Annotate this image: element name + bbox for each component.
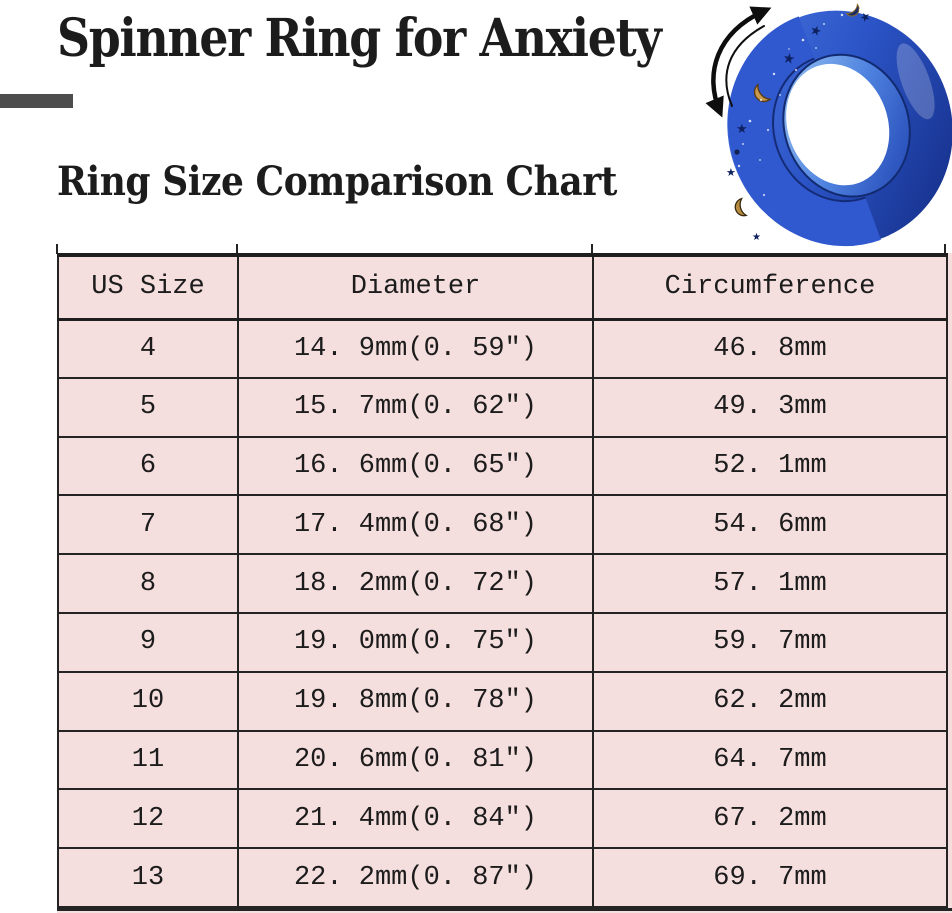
table-row: 10 19. 8mm(0. 78″) 62. 2mm [57,670,948,732]
ring-size-table: US Size Diameter Circumference 4 14. 9mm(… [57,253,948,908]
table-row: 6 16. 6mm(0. 65″) 52. 1mm [57,435,948,497]
table-row: 4 14. 9mm(0. 59″) 46. 8mm [57,318,948,379]
table-cell: 8 [57,553,239,614]
table-cell: 20. 6mm(0. 81″) [237,729,594,791]
table-cell: 21. 4mm(0. 84″) [237,788,594,850]
table-row: 11 20. 6mm(0. 81″) 64. 7mm [57,729,948,791]
svg-text:★: ★ [752,232,761,243]
grid-stub [944,244,946,254]
svg-text:★: ★ [726,166,736,179]
table-cell: 4 [57,318,239,379]
svg-text:★: ★ [736,122,748,137]
col-header-diameter: Diameter [237,253,594,321]
table-cell: 9 [57,611,239,673]
table-cell: 52. 1mm [592,435,948,497]
svg-text:★: ★ [808,23,824,41]
table-cell: 59. 7mm [592,611,948,673]
ring-body [727,9,952,247]
table-row: 13 22. 2mm(0. 87″) 69. 7mm [57,847,948,908]
grid-stub [236,244,238,254]
grid-stub [591,244,593,254]
table-cell: 64. 7mm [592,729,948,791]
table-cell: 49. 3mm [592,376,948,438]
table-cell: 19. 0mm(0. 75″) [237,611,594,673]
table-cell: 15. 7mm(0. 62″) [237,376,594,438]
table-cell: 6 [57,435,239,497]
table-row: 9 19. 0mm(0. 75″) 59. 7mm [57,611,948,673]
svg-text:★: ★ [857,8,873,25]
col-header-us-size: US Size [57,253,239,321]
table-cell: 19. 8mm(0. 78″) [237,670,594,732]
grid-stub [56,244,58,254]
col-header-circumference: Circumference [592,253,948,321]
table-cell: 54. 6mm [592,494,948,556]
table-cell: 11 [57,729,239,791]
table-cell: 13 [57,847,239,908]
table-cell: 67. 2mm [592,788,948,850]
chart-subtitle: Ring Size Comparison Chart [57,158,617,205]
table-row: 12 21. 4mm(0. 84″) 67. 2mm [57,788,948,850]
table-cell: 14. 9mm(0. 59″) [237,318,594,379]
table-row: 7 17. 4mm(0. 68″) 54. 6mm [57,494,948,556]
table-cell: 18. 2mm(0. 72″) [237,553,594,614]
moon-star-cutouts: ★ ★ ★ ★ ★ ★ [726,4,873,243]
table-cell: 16. 6mm(0. 65″) [237,435,594,497]
rotation-arrow-icon [705,6,772,118]
table-cell: 46. 8mm [592,318,948,379]
table-cell: 17. 4mm(0. 68″) [237,494,594,556]
spinner-ring-image: ★ ★ ★ ★ ★ ★ [705,4,952,249]
table-cell: 62. 2mm [592,670,948,732]
page-title: Spinner Ring for Anxiety [57,8,662,69]
table-cell: 22. 2mm(0. 87″) [237,847,594,908]
svg-text:★: ★ [781,50,796,68]
table-cell: 7 [57,494,239,556]
cropped-gridline [57,908,952,911]
table-header-row: US Size Diameter Circumference [57,253,948,321]
table-cell: 10 [57,670,239,732]
table-row: 8 18. 2mm(0. 72″) 57. 1mm [57,553,948,614]
table-cell: 57. 1mm [592,553,948,614]
table-cell: 5 [57,376,239,438]
table-cell: 69. 7mm [592,847,948,908]
size-table-body: 4 14. 9mm(0. 59″) 46. 8mm 5 15. 7mm(0. 62″) 4… [57,318,948,908]
accent-bar [0,94,73,108]
table-cell: 12 [57,788,239,850]
table-row: 5 15. 7mm(0. 62″) 49. 3mm [57,376,948,438]
